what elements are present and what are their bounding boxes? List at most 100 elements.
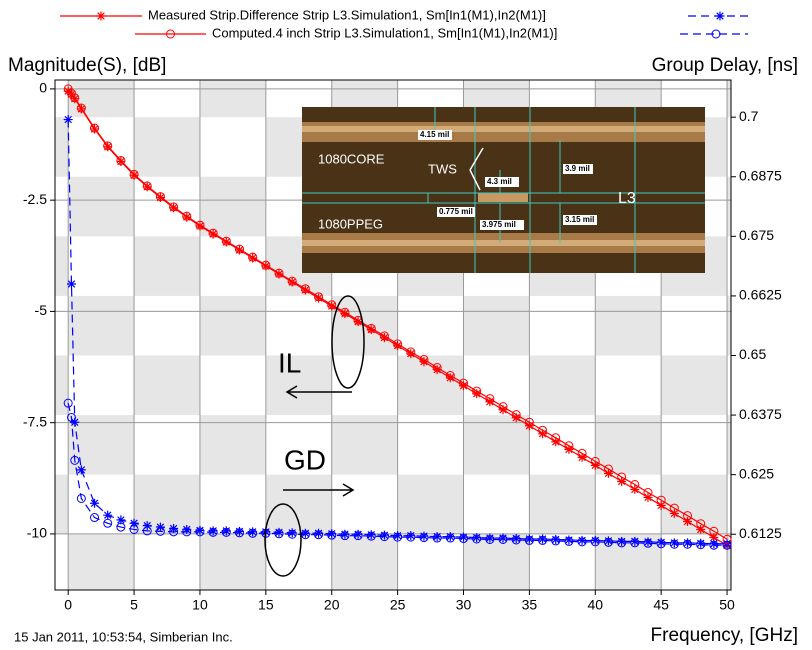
marker [696, 540, 706, 550]
marker [590, 456, 600, 466]
marker [287, 277, 297, 287]
marker [630, 536, 640, 546]
marker [155, 192, 165, 202]
marker [366, 530, 376, 540]
marker [76, 103, 86, 113]
marker [248, 527, 258, 537]
annotation-gd: GD [264, 444, 355, 577]
marker [524, 535, 534, 545]
marker [656, 537, 666, 547]
marker [722, 540, 732, 550]
marker [538, 425, 548, 435]
grid-cell [595, 415, 662, 475]
marker [221, 526, 231, 536]
marker [551, 536, 561, 546]
marker [274, 527, 284, 537]
marker [603, 536, 613, 546]
grid-cell [199, 534, 266, 590]
marker [511, 413, 521, 423]
marker [248, 528, 258, 538]
marker [155, 192, 165, 202]
marker [630, 484, 640, 494]
legend-marker [715, 11, 725, 21]
x-tick-label: 5 [130, 597, 138, 613]
marker [182, 524, 192, 534]
marker [419, 357, 429, 367]
marker [340, 529, 350, 539]
y-tick-label: -10 [27, 525, 47, 541]
marker [683, 539, 693, 549]
marker [669, 538, 679, 548]
x-tick-label: 40 [587, 597, 603, 613]
y-tick-label: -2.5 [23, 191, 47, 207]
y-tick-label: 0 [39, 80, 47, 96]
marker [129, 169, 139, 179]
marker [564, 536, 574, 546]
annotation-arrow [285, 385, 352, 399]
marker [248, 253, 258, 263]
marker [393, 531, 403, 541]
marker [498, 405, 508, 415]
marker [379, 331, 389, 341]
marker [76, 465, 86, 475]
marker [696, 524, 706, 534]
marker [366, 531, 376, 541]
marker [66, 88, 76, 98]
grid-cell [661, 355, 728, 416]
marker [129, 524, 139, 534]
y2-tick-label: 0.625 [739, 465, 774, 481]
plot-frame [54, 79, 732, 591]
x-tick-label: 30 [456, 597, 472, 613]
marker [445, 533, 455, 543]
y2-axis-title: Group Delay, [ns] [652, 55, 798, 76]
grid-cell [727, 176, 731, 237]
marker [116, 156, 126, 166]
legend-marker [96, 11, 106, 21]
grid-cell [727, 80, 731, 118]
legend-marker [166, 29, 175, 39]
annotation-il: IL [278, 295, 365, 399]
inset-label: 1080CORE [318, 151, 385, 166]
x-tick-label: 35 [522, 597, 538, 613]
x-axis-title: Frequency, [GHz] [651, 625, 798, 646]
marker [66, 412, 76, 422]
marker [234, 245, 244, 255]
marker [169, 524, 179, 534]
marker [551, 534, 561, 544]
marker [577, 537, 587, 547]
x-tick-label: 10 [192, 597, 208, 613]
marker [234, 244, 244, 254]
dim-box [563, 164, 593, 174]
marker [63, 84, 73, 94]
marker [603, 537, 613, 547]
dim-label: 0.775 mil [439, 207, 473, 216]
y2-tick-label: 0.675 [739, 227, 774, 243]
marker [458, 534, 468, 544]
y2-tick-label: 0.6375 [739, 406, 782, 422]
legend-label: Measured Strip.Difference Strip L3.Simul… [148, 7, 546, 22]
marker [366, 323, 376, 333]
dim-box [485, 177, 519, 187]
marker [169, 202, 179, 212]
marker [340, 309, 350, 319]
marker [116, 515, 126, 525]
marker [182, 212, 192, 222]
marker [722, 534, 732, 544]
marker [511, 534, 521, 544]
grid-cell [68, 295, 135, 356]
inset-label: L3 [618, 190, 636, 207]
marker [221, 236, 231, 246]
footer: 15 Jan 2011, 10:53:54, Simberian Inc. [14, 629, 233, 644]
marker [142, 526, 152, 536]
data [63, 84, 732, 550]
marker [709, 532, 719, 542]
marker [432, 362, 442, 372]
marker [208, 228, 218, 238]
marker [195, 525, 205, 535]
marker [169, 203, 179, 213]
grid-cell [134, 236, 200, 296]
marker [287, 276, 297, 286]
marker [274, 269, 284, 279]
marker [142, 521, 152, 531]
